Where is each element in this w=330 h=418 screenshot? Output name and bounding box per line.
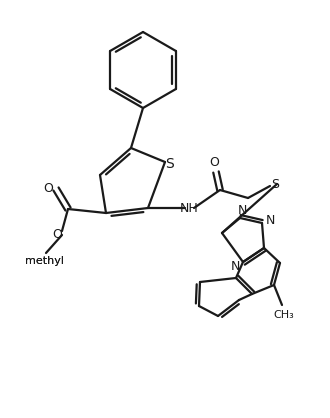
- Text: O: O: [43, 181, 53, 194]
- Text: methyl: methyl: [24, 256, 63, 266]
- Text: N: N: [265, 214, 275, 227]
- Text: NH: NH: [180, 202, 198, 216]
- Text: N: N: [230, 260, 240, 273]
- Text: O: O: [52, 229, 62, 242]
- Text: methyl: methyl: [24, 256, 63, 266]
- Text: S: S: [271, 178, 279, 191]
- Text: O: O: [209, 156, 219, 170]
- Text: S: S: [166, 157, 174, 171]
- Text: N: N: [237, 204, 247, 217]
- Text: CH₃: CH₃: [274, 310, 294, 320]
